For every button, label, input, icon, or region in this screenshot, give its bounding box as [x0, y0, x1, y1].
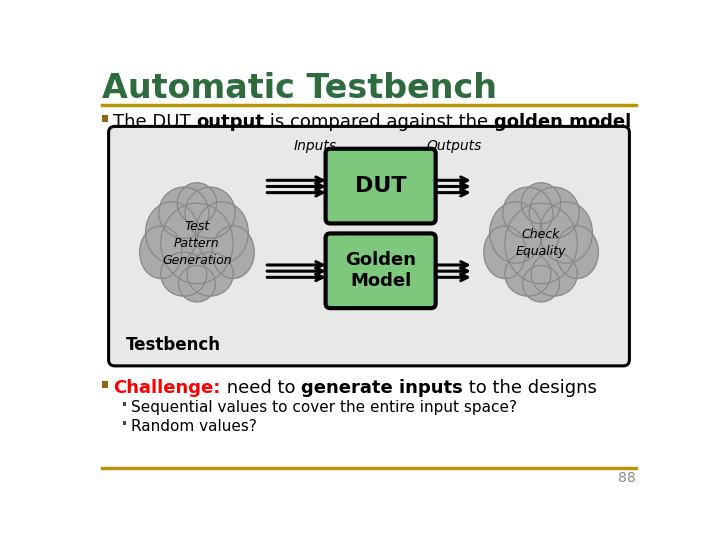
Bar — [122, 421, 127, 425]
Ellipse shape — [187, 252, 233, 296]
Text: Golden
Model: Golden Model — [345, 252, 416, 290]
Ellipse shape — [212, 226, 254, 279]
Text: Inputs: Inputs — [293, 139, 336, 153]
Text: to the designs: to the designs — [463, 379, 596, 397]
Text: The DUT: The DUT — [113, 112, 197, 131]
FancyBboxPatch shape — [325, 148, 436, 224]
Text: golden model: golden model — [495, 112, 631, 131]
FancyBboxPatch shape — [109, 126, 629, 366]
Bar — [102, 381, 108, 388]
Ellipse shape — [505, 252, 551, 296]
Ellipse shape — [484, 226, 526, 279]
Ellipse shape — [140, 226, 181, 279]
Ellipse shape — [521, 183, 561, 224]
Ellipse shape — [503, 187, 553, 238]
Bar — [102, 115, 108, 122]
Ellipse shape — [523, 265, 559, 302]
Text: Random values?: Random values? — [131, 419, 257, 434]
Text: is compared against the: is compared against the — [264, 112, 495, 131]
Text: Challenge:: Challenge: — [113, 379, 220, 397]
Ellipse shape — [161, 252, 207, 296]
Text: need to: need to — [220, 379, 301, 397]
Ellipse shape — [158, 187, 209, 238]
Ellipse shape — [529, 187, 580, 238]
Ellipse shape — [531, 252, 577, 296]
Bar — [122, 402, 127, 406]
Text: DUT: DUT — [355, 176, 406, 196]
Text: 88: 88 — [618, 471, 636, 485]
Text: Check
Equality: Check Equality — [516, 228, 567, 259]
Ellipse shape — [557, 226, 598, 279]
Text: Testbench: Testbench — [126, 335, 220, 354]
Ellipse shape — [490, 202, 542, 263]
FancyBboxPatch shape — [325, 233, 436, 308]
Ellipse shape — [145, 202, 198, 263]
Text: generate inputs: generate inputs — [301, 379, 463, 397]
Text: Test
Pattern
Generation: Test Pattern Generation — [162, 220, 232, 267]
Ellipse shape — [196, 202, 248, 263]
Ellipse shape — [540, 202, 593, 263]
Ellipse shape — [161, 203, 233, 284]
Text: Sequential values to cover the entire input space?: Sequential values to cover the entire in… — [131, 400, 517, 415]
Text: Outputs: Outputs — [426, 139, 482, 153]
Ellipse shape — [185, 187, 235, 238]
Text: Automatic Testbench: Automatic Testbench — [102, 72, 498, 105]
Text: output: output — [197, 112, 264, 131]
Ellipse shape — [179, 265, 215, 302]
Ellipse shape — [505, 203, 577, 284]
Ellipse shape — [177, 183, 217, 224]
